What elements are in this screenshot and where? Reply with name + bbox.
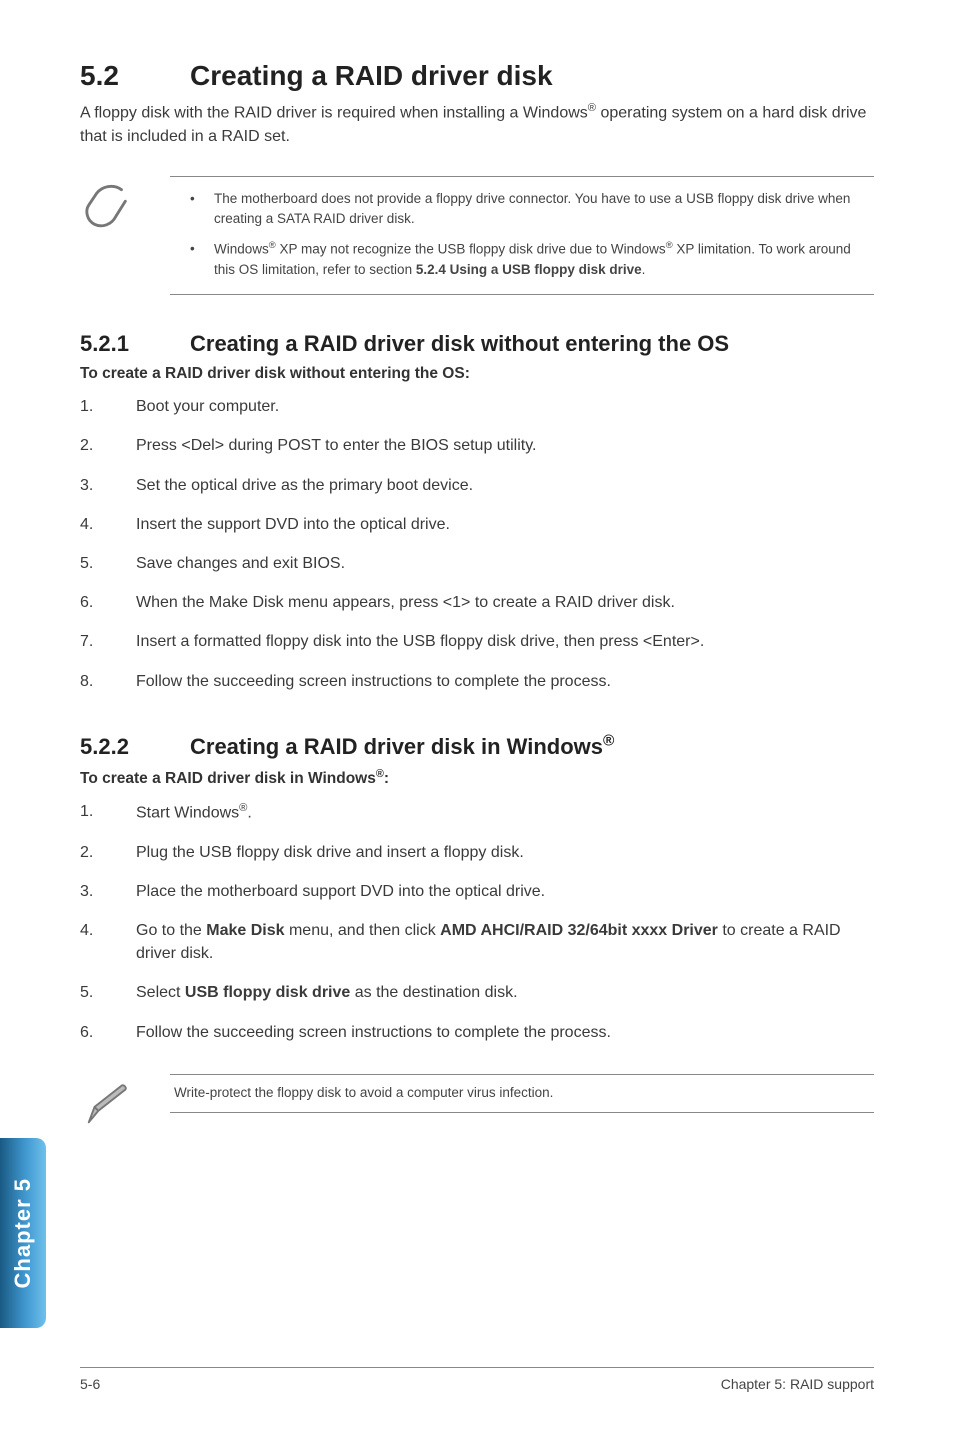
note-block-2: Write-protect the floppy disk to avoid a… (80, 1074, 874, 1135)
subsection-heading: 5.2.1Creating a RAID driver disk without… (80, 331, 874, 357)
subsection-title-text: Creating a RAID driver disk without ente… (190, 331, 729, 356)
step-item: Place the motherboard support DVD into t… (80, 880, 874, 903)
subsection-number: 5.2.2 (80, 734, 190, 760)
subsection-number: 5.2.1 (80, 331, 190, 357)
step-item: Select USB floppy disk drive as the dest… (80, 981, 874, 1004)
subsection-lead: To create a RAID driver disk without ent… (80, 365, 874, 383)
footer-chapter-label: Chapter 5: RAID support (721, 1376, 874, 1392)
step-item: Save changes and exit BIOS. (80, 552, 874, 575)
note-body: The motherboard does not provide a flopp… (170, 176, 874, 296)
step-item: Plug the USB floppy disk drive and inser… (80, 841, 874, 864)
chapter-side-tab: Chapter 5 (0, 1138, 46, 1328)
subsection-title-text: Creating a RAID driver disk in Windows® (190, 734, 614, 759)
chapter-side-tab-label: Chapter 5 (10, 1178, 36, 1288)
step-item: Press <Del> during POST to enter the BIO… (80, 434, 874, 457)
note-item: Windows® XP may not recognize the USB fl… (174, 239, 870, 280)
step-item: Follow the succeeding screen instruction… (80, 1021, 874, 1044)
section-lead: A floppy disk with the RAID driver is re… (80, 100, 874, 148)
step-item: Boot your computer. (80, 395, 874, 418)
subsection-lead: To create a RAID driver disk in Windows®… (80, 768, 874, 788)
step-item: When the Make Disk menu appears, press <… (80, 591, 874, 614)
step-item: Go to the Make Disk menu, and then click… (80, 919, 874, 965)
step-item: Set the optical drive as the primary boo… (80, 474, 874, 497)
steps-list-2: Start Windows®. Plug the USB floppy disk… (80, 800, 874, 1044)
note-body: Write-protect the floppy disk to avoid a… (170, 1074, 874, 1113)
step-item: Start Windows®. (80, 800, 874, 825)
step-item: Follow the succeeding screen instruction… (80, 670, 874, 693)
page-footer: 5-6 Chapter 5: RAID support (80, 1367, 874, 1392)
section-number: 5.2 (80, 60, 190, 92)
step-item: Insert the support DVD into the optical … (80, 513, 874, 536)
section-heading: 5.2Creating a RAID driver disk (80, 60, 874, 92)
step-item: Insert a formatted floppy disk into the … (80, 630, 874, 653)
paperclip-icon (80, 176, 170, 237)
note-block-1: The motherboard does not provide a flopp… (80, 176, 874, 296)
page-number: 5-6 (80, 1376, 100, 1392)
pencil-icon (80, 1074, 170, 1135)
section-title-text: Creating a RAID driver disk (190, 60, 553, 91)
steps-list-1: Boot your computer. Press <Del> during P… (80, 395, 874, 693)
registered-mark: ® (588, 102, 596, 114)
subsection-heading: 5.2.2Creating a RAID driver disk in Wind… (80, 733, 874, 760)
note-item: The motherboard does not provide a flopp… (174, 189, 870, 230)
